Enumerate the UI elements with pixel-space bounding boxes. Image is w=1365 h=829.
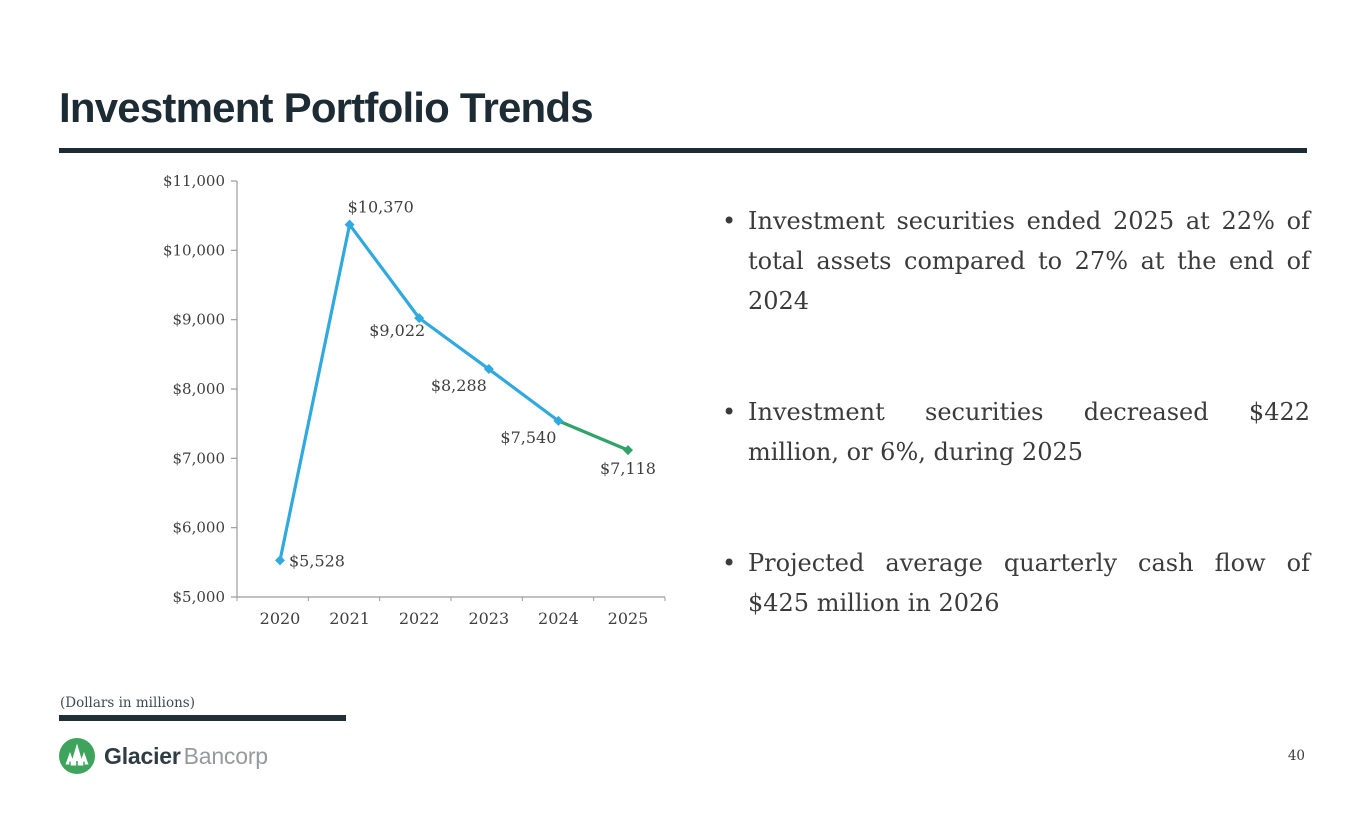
bullet-list: Investment securities ended 2025 at 22% … — [721, 201, 1310, 694]
bullet-item: Projected average quarterly cash flow of… — [721, 543, 1310, 623]
svg-text:$7,000: $7,000 — [173, 449, 226, 467]
svg-text:$6,000: $6,000 — [173, 519, 226, 537]
bullet-item: Investment securities decreased $422 mil… — [721, 392, 1310, 472]
page-number: 40 — [1287, 748, 1305, 764]
svg-text:$10,000: $10,000 — [163, 241, 225, 259]
svg-text:$11,000: $11,000 — [163, 172, 225, 190]
svg-text:2020: 2020 — [260, 609, 301, 628]
svg-text:$8,288: $8,288 — [431, 376, 487, 395]
svg-text:$10,370: $10,370 — [348, 198, 414, 217]
chart-units-footnote: (Dollars in millions) — [60, 695, 195, 711]
logo-secondary-text: Bancorp — [183, 742, 268, 769]
svg-text:$5,528: $5,528 — [289, 551, 345, 570]
investment-securities-line-chart: $5,000 $6,000 $7,000 $8,000 $9,000 $10,000 $11… — [163, 172, 666, 628]
svg-text:2023: 2023 — [468, 609, 509, 628]
bullet-item: Investment securities ended 2025 at 22% … — [721, 201, 1310, 321]
svg-text:$7,540: $7,540 — [500, 428, 556, 447]
svg-text:2021: 2021 — [329, 609, 370, 628]
svg-text:$5,000: $5,000 — [173, 588, 226, 606]
company-logo: Glacier Bancorp — [58, 737, 268, 775]
svg-text:2022: 2022 — [399, 609, 440, 628]
footer-accent-bar — [59, 715, 346, 721]
svg-text:$8,000: $8,000 — [173, 380, 226, 398]
svg-text:2024: 2024 — [538, 609, 579, 628]
svg-text:$9,000: $9,000 — [173, 311, 226, 329]
pine-trees-circle-icon — [59, 738, 95, 774]
svg-text:2025: 2025 — [608, 609, 649, 628]
logo-primary-text: Glacier — [104, 742, 181, 769]
svg-text:$9,022: $9,022 — [369, 321, 425, 340]
logo-wordmark: Glacier Bancorp — [104, 743, 268, 770]
page-title: Investment Portfolio Trends — [59, 84, 594, 131]
title-underline — [59, 148, 1307, 153]
svg-text:$7,118: $7,118 — [600, 459, 656, 478]
